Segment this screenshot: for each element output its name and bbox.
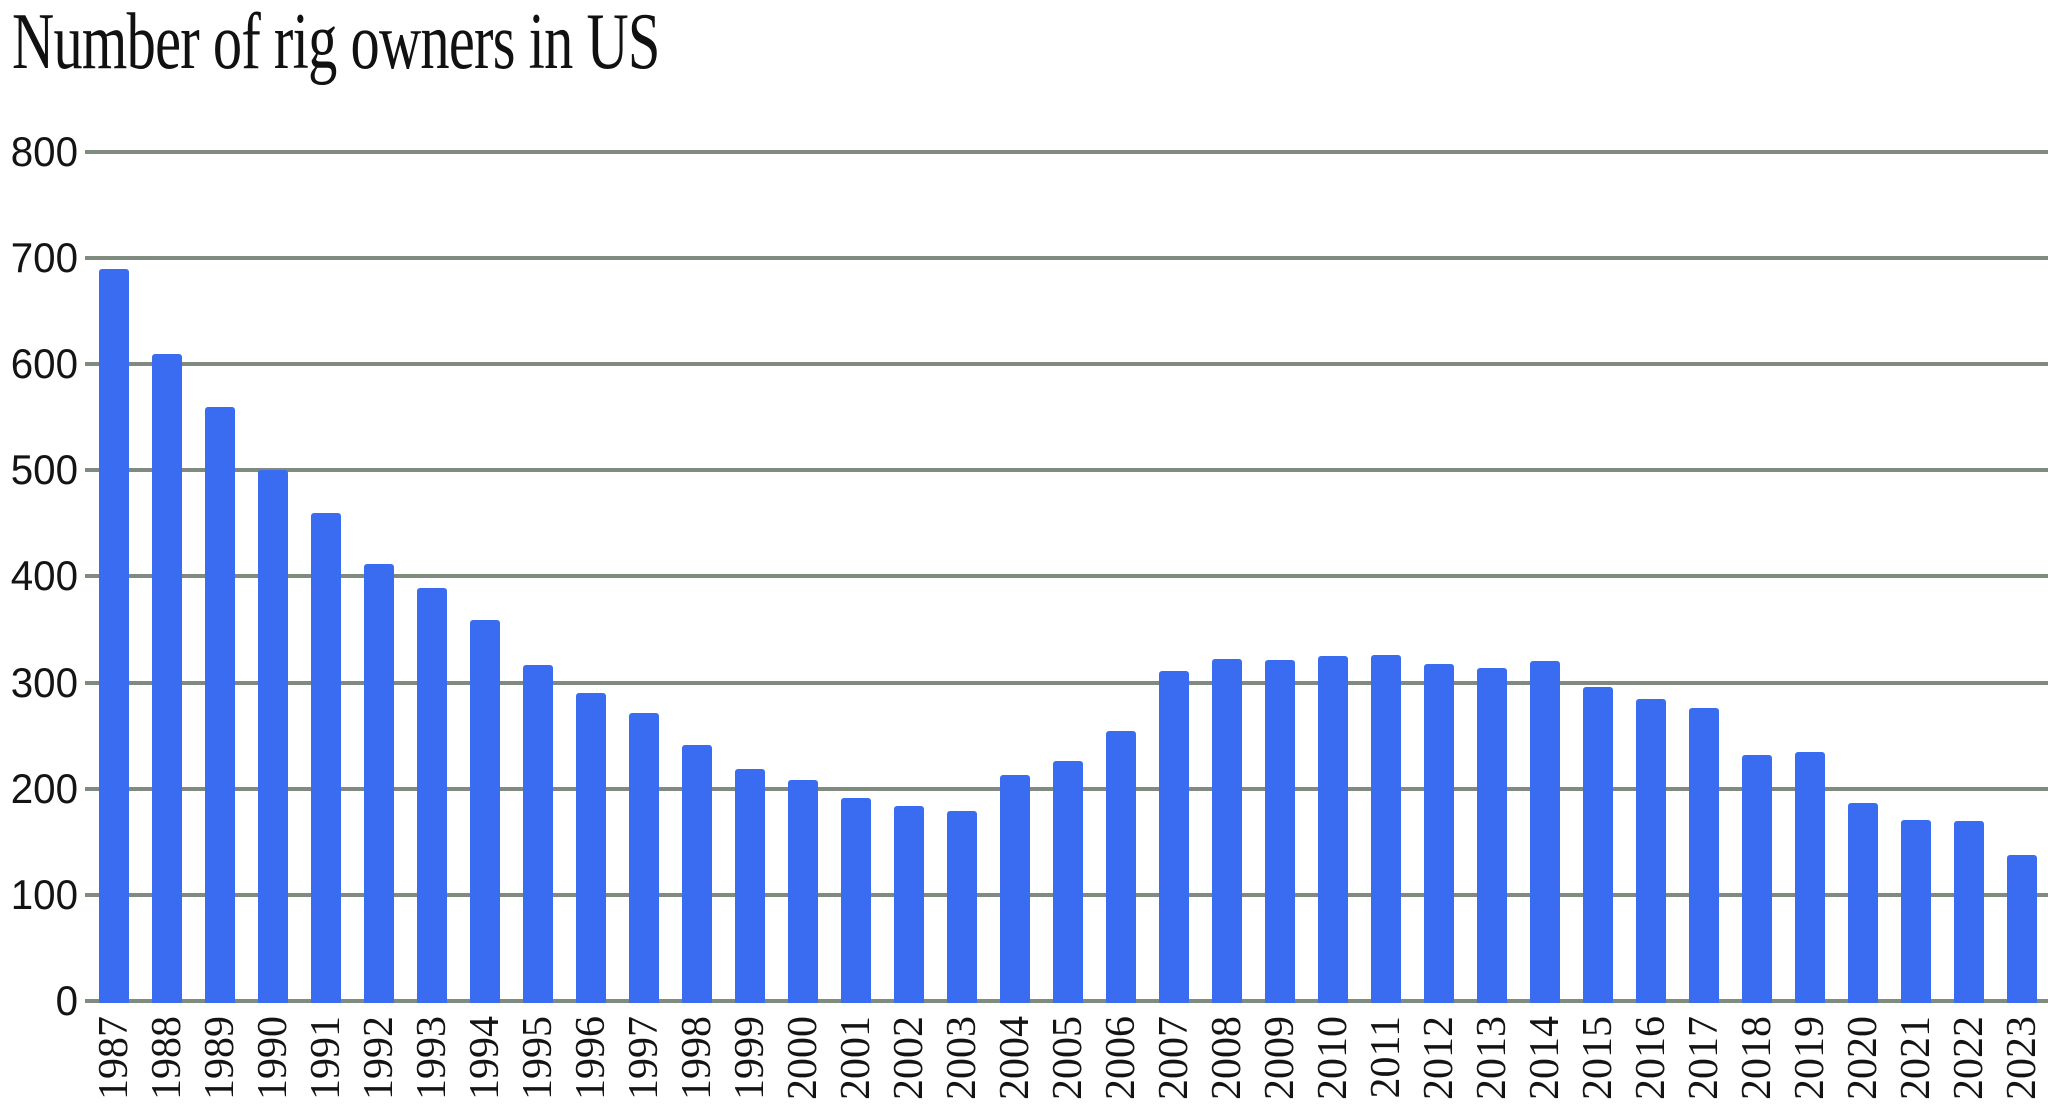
bar-2023 [2007,854,2037,1003]
bar-2022 [1954,820,1984,1003]
y-axis-tick-label: 800 [10,127,78,175]
x-axis-year-label: 1987 [91,1016,137,1100]
y-axis-tick-label: 600 [10,340,78,388]
gridline [85,256,2048,261]
x-axis-year-label: 2023 [1999,1016,2045,1100]
x-axis-year-label: 2010 [1310,1016,1356,1100]
bar-1992 [364,563,394,1003]
x-axis-year-label: 1993 [409,1016,455,1100]
y-axis-tick-label: 400 [10,552,78,600]
gridline [85,362,2048,367]
x-axis-year-label: 1988 [144,1016,190,1100]
x-axis-year-label: 2022 [1946,1016,1992,1100]
x-axis-year-label: 1997 [621,1016,667,1100]
x-axis-year-label: 2003 [939,1016,985,1100]
x-axis-year-label: 1994 [462,1016,508,1100]
bar-1997 [629,713,659,1003]
bar-2002 [894,805,924,1003]
bar-2010 [1318,656,1348,1003]
bar-2012 [1424,663,1454,1003]
bar-2008 [1212,659,1242,1003]
bar-2007 [1159,670,1189,1003]
x-axis-year-label: 1995 [515,1016,561,1100]
x-axis-year-label: 2018 [1734,1016,1780,1100]
bar-2018 [1742,754,1772,1003]
bar-1990 [258,470,288,1003]
bar-2019 [1795,751,1825,1003]
gridline [85,468,2048,473]
x-axis-year-label: 1992 [356,1016,402,1100]
x-axis-year-label: 2005 [1045,1016,1091,1100]
y-axis-tick-label: 700 [10,234,78,282]
x-axis-year-label: 2021 [1893,1016,1939,1100]
gridline [85,149,2048,154]
x-axis-year-label: 2016 [1628,1016,1674,1100]
gridline [85,680,2048,685]
x-axis-year-label: 2008 [1204,1016,1250,1100]
bar-1996 [576,693,606,1003]
bar-2003 [947,811,977,1003]
bar-2020 [1848,802,1878,1003]
x-axis-year-label: 2014 [1522,1016,1568,1100]
bar-1999 [735,768,765,1003]
x-axis-year-label: 1989 [197,1016,243,1100]
x-axis-year-label: 2017 [1681,1016,1727,1100]
bar-1991 [311,512,341,1003]
bar-2021 [1901,819,1931,1003]
bar-1993 [417,588,447,1003]
bar-1989 [205,406,235,1003]
x-axis-year-label: 1991 [303,1016,349,1100]
y-axis-tick-label: 300 [10,658,78,706]
y-axis-tick-label: 200 [10,764,78,812]
bar-1988 [152,353,182,1003]
y-axis-tick-label: 100 [10,870,78,918]
y-axis-tick-label: 0 [55,977,78,1024]
bar-2004 [1000,774,1030,1003]
bar-2006 [1106,731,1136,1003]
x-axis-year-label: 2011 [1363,1016,1409,1099]
x-axis-year-label: 2002 [886,1016,932,1100]
bar-2015 [1583,686,1613,1003]
x-axis-year-label: 2015 [1575,1016,1621,1100]
bar-1994 [470,619,500,1003]
x-axis-year-label: 1999 [727,1016,773,1100]
bar-2009 [1265,660,1295,1003]
x-axis-year-label: 2006 [1098,1016,1144,1100]
bar-2016 [1636,698,1666,1003]
x-axis-year-label: 2012 [1416,1016,1462,1100]
x-axis-year-label: 2020 [1840,1016,1886,1100]
x-axis-year-label: 2019 [1787,1016,1833,1100]
bar-1987 [99,268,129,1003]
x-axis-year-label: 2001 [833,1016,879,1100]
bar-2000 [788,780,818,1003]
gridline [85,574,2048,579]
bar-1995 [523,664,553,1003]
x-axis-year-label: 1996 [568,1016,614,1100]
bar-2013 [1477,667,1507,1003]
x-axis-year-label: 2004 [992,1016,1038,1100]
x-axis-year-label: 1998 [674,1016,720,1100]
bar-2011 [1371,655,1401,1003]
y-axis-tick-label: 500 [10,446,78,494]
x-axis-year-label: 1990 [250,1016,296,1100]
bar-2014 [1530,661,1560,1003]
bar-2017 [1689,708,1719,1003]
x-axis-year-label: 2000 [780,1016,826,1100]
bar-1998 [682,745,712,1003]
chart-title: Number of rig owners in US [12,0,660,86]
bar-2001 [841,798,871,1003]
x-axis-year-label: 2009 [1257,1016,1303,1100]
x-axis-year-label: 2007 [1151,1016,1197,1100]
bar-2005 [1053,761,1083,1003]
x-axis-year-label: 2013 [1469,1016,1515,1100]
